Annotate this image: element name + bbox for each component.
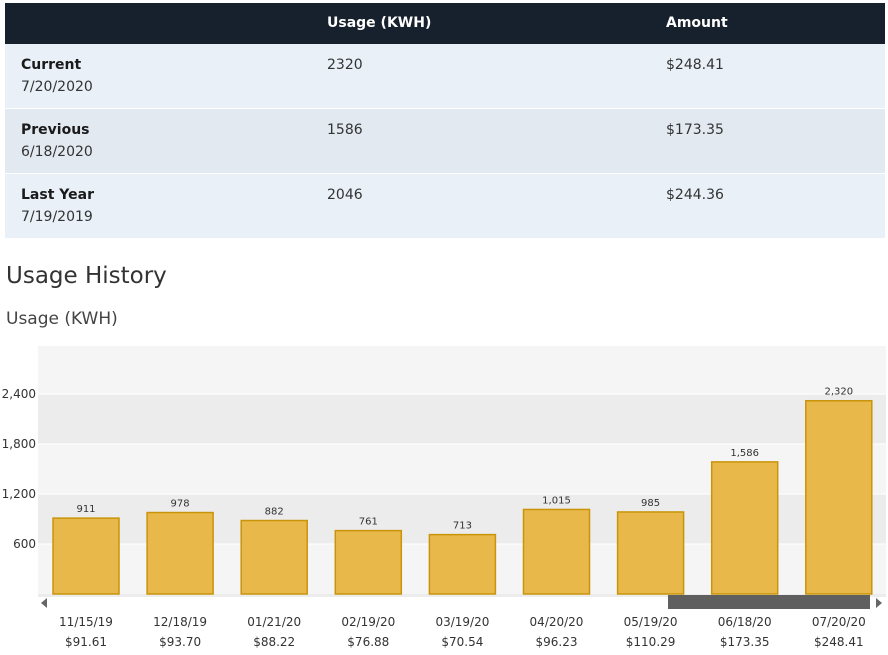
row-amount: $248.41 — [666, 57, 724, 73]
summary-row-last-year: Last Year 7/19/2019 2046 $244.36 — [5, 174, 885, 238]
bar[interactable] — [710, 461, 779, 595]
x-tick-label: 04/20/20 — [530, 615, 584, 629]
header-amount: Amount — [666, 15, 728, 31]
x-tick-amount-label: $88.22 — [253, 635, 295, 649]
x-tick-label: 01/21/20 — [247, 615, 301, 629]
y-tick-label: 600 — [13, 537, 36, 551]
bar-value-label: 911 — [76, 504, 95, 515]
x-tick-label: 11/15/19 — [59, 615, 113, 629]
row-label: Last Year — [21, 187, 94, 203]
row-label: Previous — [21, 122, 90, 138]
x-tick-label: 03/19/20 — [435, 615, 489, 629]
bar-value-label: 1,586 — [730, 448, 759, 459]
bar[interactable] — [805, 399, 873, 595]
bar-value-label: 2,320 — [824, 387, 853, 398]
x-tick-label: 05/19/20 — [624, 615, 678, 629]
right-arrow-icon[interactable] — [876, 598, 882, 608]
row-usage: 2320 — [327, 57, 363, 73]
x-tick-amount-label: $93.70 — [159, 635, 201, 649]
bar-value-label: 1,015 — [542, 495, 571, 506]
summary-row-current: Current 7/20/2020 2320 $248.41 — [5, 44, 885, 108]
summary-header: Usage (KWH) Amount — [5, 3, 885, 44]
section-title: Usage History — [6, 263, 167, 289]
bar[interactable] — [146, 511, 214, 595]
bar-value-label: 882 — [265, 507, 284, 518]
row-amount: $173.35 — [666, 122, 724, 138]
header-usage: Usage (KWH) — [327, 15, 432, 31]
x-tick-label: 02/19/20 — [341, 615, 395, 629]
row-usage: 1586 — [327, 122, 363, 138]
bar[interactable] — [52, 517, 120, 595]
bar[interactable] — [616, 511, 685, 595]
row-date: 7/20/2020 — [21, 79, 93, 95]
bar[interactable] — [522, 508, 591, 595]
billing-summary-table: Usage (KWH) Amount Current 7/20/2020 232… — [5, 3, 885, 238]
x-tick-label: 12/18/19 — [153, 615, 207, 629]
usage-history-chart: 600 1,200 1,800 2,400 911 978 882 761 713 1,015 9… — [2, 346, 886, 649]
summary-row-previous: Previous 6/18/2020 1586 $173.35 — [5, 109, 885, 173]
row-date: 6/18/2020 — [21, 144, 93, 160]
x-tick-amount-label: $70.54 — [441, 635, 483, 649]
x-tick-label: 07/20/20 — [812, 615, 866, 629]
scrollbar-thumb[interactable] — [668, 595, 870, 609]
row-label: Current — [21, 57, 82, 73]
row-usage: 2046 — [327, 187, 363, 203]
plot-band — [38, 346, 886, 395]
x-tick-amount-label: $96.23 — [536, 635, 578, 649]
bar[interactable] — [240, 519, 308, 595]
left-arrow-icon[interactable] — [41, 598, 47, 608]
bar-value-label: 713 — [453, 521, 472, 532]
bar-value-label: 978 — [171, 499, 190, 510]
x-tick-label: 06/18/20 — [718, 615, 772, 629]
bar-value-label: 985 — [641, 498, 660, 509]
plot-band — [38, 394, 886, 445]
chart-title: Usage (KWH) — [6, 309, 118, 329]
bar[interactable] — [428, 533, 497, 595]
y-tick-label: 2,400 — [2, 387, 36, 401]
bar-value-label: 761 — [359, 517, 378, 528]
x-tick-amount-label: $248.41 — [814, 635, 864, 649]
y-tick-label: 1,800 — [2, 437, 36, 451]
y-tick-label: 1,200 — [2, 487, 36, 501]
x-tick-amount-label: $110.29 — [626, 635, 676, 649]
row-date: 7/19/2019 — [21, 209, 93, 225]
x-tick-amount-label: $91.61 — [65, 635, 107, 649]
row-amount: $244.36 — [666, 187, 724, 203]
x-tick-amount-label: $76.88 — [347, 635, 389, 649]
x-tick-amount-label: $173.35 — [720, 635, 770, 649]
bar[interactable] — [334, 529, 403, 595]
